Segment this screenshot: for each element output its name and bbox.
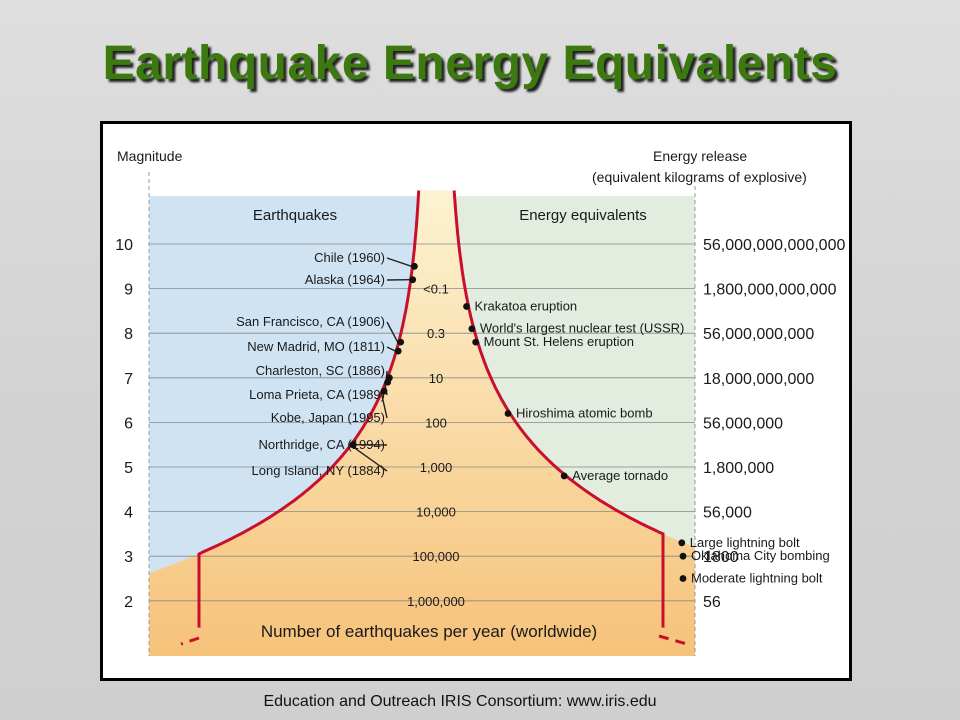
earthquake-count-axis-label: Number of earthquakes per year (worldwid…	[261, 622, 597, 641]
earthquake-marker	[397, 338, 405, 346]
earthquake-count-label: 10	[429, 371, 443, 386]
magnitude-tick-label: 2	[124, 594, 133, 611]
earthquake-leader-line	[349, 444, 388, 472]
magnitude-tick-label: 3	[124, 549, 133, 566]
footer-credit: Education and Outreach IRIS Consortium: …	[263, 693, 657, 710]
curve-right-dashed	[658, 634, 688, 646]
energy-tick-label: 1,800,000	[703, 460, 774, 477]
equivalent-marker	[504, 410, 512, 417]
equivalents-panel-title: Energy equivalents	[519, 207, 647, 224]
earthquake-count-label: 1,000	[420, 460, 453, 475]
earthquake-count-label: 100,000	[413, 549, 460, 564]
earthquake-marker	[384, 378, 392, 386]
earthquake-marker	[394, 347, 402, 355]
earthquake-count-label: 10,000	[416, 505, 456, 520]
equivalent-marker	[560, 472, 568, 480]
earthquake-label: Charleston, SC (1886)	[256, 363, 385, 378]
earthquake-marker	[411, 262, 418, 270]
equivalent-label: Hiroshima atomic bomb	[516, 405, 653, 420]
earthquake-marker	[380, 387, 388, 395]
energy-tick-label: 18,000,000,000	[703, 371, 814, 388]
equivalent-label: Moderate lightning bolt	[691, 571, 823, 586]
earthquake-label: Chile (1960)	[314, 250, 385, 265]
curve-right	[452, 190, 665, 628]
equivalent-label: Oklahoma City bombing	[691, 548, 830, 563]
energy-axis-title-line1: Energy release	[653, 148, 747, 164]
magnitude-tick-label: 4	[124, 505, 133, 522]
equivalent-marker	[679, 552, 687, 560]
earthquake-label: Alaska (1964)	[305, 272, 385, 287]
earthquake-label: Loma Prieta, CA (1989)	[249, 387, 385, 402]
earthquake-leader-line	[386, 346, 396, 352]
earthquake-label: Long Island, NY (1884)	[252, 463, 385, 478]
magnitude-tick-label: 6	[124, 415, 133, 432]
earthquake-label: New Madrid, MO (1811)	[247, 339, 385, 354]
magnitude-tick-label: 10	[115, 237, 133, 254]
energy-tick-label: 56,000,000,000	[703, 326, 814, 343]
energy-tick-label: 56,000	[703, 505, 752, 522]
energy-diagram: <0.10.3101001,00010,000100,0001,000,000 …	[115, 148, 845, 656]
earthquake-count-label: 100	[425, 415, 447, 430]
magnitude-tick-label: 7	[124, 371, 133, 388]
magnitude-axis-title: Magnitude	[117, 148, 183, 164]
equivalent-marker	[678, 539, 686, 547]
equivalent-marker	[679, 575, 687, 582]
earthquake-marker	[409, 276, 417, 284]
energy-tick-label: 56	[703, 594, 721, 611]
equivalent-label: Average tornado	[572, 468, 668, 483]
magnitude-tick-label: 9	[124, 282, 133, 299]
earthquake-label: San Francisco, CA (1906)	[236, 314, 385, 329]
equivalent-label: World's largest nuclear test (USSR)	[480, 321, 685, 336]
earthquake-count-region	[149, 190, 695, 656]
earthquake-count-label: <0.1	[423, 282, 449, 297]
energy-tick-label: 56,000,000,000,000	[703, 237, 845, 254]
magnitude-tick-label: 5	[124, 460, 133, 477]
equivalent-label: Large lightning bolt	[690, 535, 800, 550]
earthquake-leader-line	[380, 391, 388, 419]
earthquake-leader-line	[386, 321, 399, 343]
figure-frame: <0.1 0.3 10 100 1,000 10,000 100,000 1,000,000 …	[100, 121, 852, 681]
energy-axis-title-line2: (equivalent kilograms of explosive)	[592, 169, 807, 185]
energy-tick-label: 1,800,000,000,000	[703, 282, 837, 299]
curve-left-dashed	[180, 636, 200, 646]
earthquake-label: Kobe, Japan (1995)	[271, 410, 385, 425]
earthquake-leader-line	[386, 257, 412, 267]
earthquake-count-label: 0.3	[427, 326, 445, 341]
equivalent-marker	[463, 303, 470, 310]
energy-tick-label: 56,000,000	[703, 415, 783, 432]
magnitude-tick-label: 8	[124, 326, 133, 343]
energy-tick-label: 1800	[703, 549, 739, 566]
slide-title: Earthquake Energy Equivalents	[102, 37, 838, 90]
equivalent-label: Mount St. Helens eruption	[484, 334, 634, 349]
equivalent-marker	[472, 338, 480, 346]
earthquake-marker	[349, 441, 357, 449]
earthquakes-panel-title: Earthquakes	[253, 207, 337, 224]
earthquake-count-label: 1,000,000	[407, 594, 465, 609]
equivalent-marker	[468, 325, 476, 333]
earthquake-label: Northridge, CA (1994)	[259, 437, 385, 452]
equivalent-label: Krakatoa eruption	[475, 298, 578, 313]
